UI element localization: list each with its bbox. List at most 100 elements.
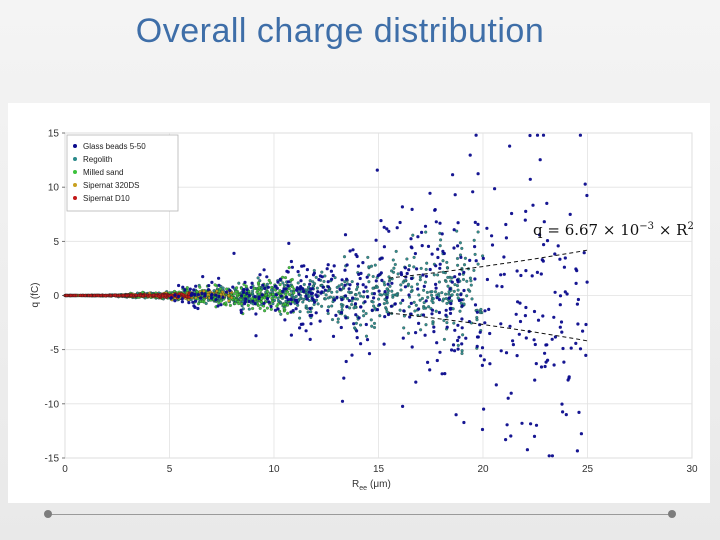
data-point — [453, 349, 457, 353]
data-point — [382, 342, 386, 346]
data-point — [375, 285, 379, 289]
data-point — [278, 289, 282, 293]
data-point — [433, 290, 438, 294]
data-point — [347, 299, 351, 303]
data-point — [435, 358, 439, 363]
data-point — [369, 318, 373, 322]
data-point — [298, 316, 302, 320]
data-point — [377, 297, 381, 301]
data-point — [350, 302, 354, 307]
data-point — [500, 285, 504, 289]
legend-entry-milled-sand: Milled sand — [73, 168, 123, 177]
data-point — [383, 297, 387, 301]
data-point — [234, 290, 238, 294]
data-point — [552, 315, 556, 319]
data-point — [270, 285, 274, 289]
data-point — [268, 293, 272, 297]
data-point — [313, 282, 317, 286]
data-point — [490, 243, 495, 247]
data-point — [299, 322, 303, 326]
fit-curve-lower — [388, 312, 588, 342]
x-axis-label: Ree (μm) — [352, 479, 391, 492]
data-point — [474, 133, 478, 137]
data-point — [417, 293, 421, 297]
data-point — [447, 296, 452, 300]
data-point — [446, 284, 450, 288]
data-point — [284, 292, 288, 296]
data-point — [177, 283, 181, 288]
data-point — [304, 329, 308, 333]
data-point — [550, 337, 554, 341]
data-point — [372, 325, 377, 330]
data-point — [317, 278, 321, 282]
data-point — [385, 227, 389, 231]
data-point — [287, 266, 291, 270]
data-point — [465, 294, 469, 298]
data-point — [194, 284, 198, 288]
data-point — [541, 133, 546, 137]
data-point — [232, 251, 236, 255]
data-point — [377, 289, 381, 293]
data-point — [563, 290, 567, 294]
x-tick-label: 15 — [373, 464, 385, 475]
data-point — [480, 346, 485, 350]
data-point — [476, 230, 480, 234]
data-point — [553, 252, 557, 256]
data-point — [242, 287, 246, 292]
data-point — [331, 273, 335, 278]
data-point — [315, 294, 319, 299]
data-point — [359, 342, 363, 346]
x-tick-label: 0 — [62, 464, 68, 475]
data-point — [412, 265, 416, 269]
data-point — [340, 305, 344, 309]
data-point — [235, 293, 239, 297]
data-point — [181, 285, 185, 289]
data-point — [561, 410, 565, 414]
data-point — [298, 287, 302, 291]
data-point — [340, 278, 344, 282]
data-point — [265, 306, 269, 310]
data-point — [195, 290, 199, 294]
legend-entry-glass-beads: Glass beads 5-50 — [73, 142, 146, 151]
data-point — [365, 289, 369, 293]
data-point — [355, 254, 359, 259]
data-point — [331, 334, 336, 338]
data-point — [340, 399, 345, 403]
data-point — [263, 286, 267, 291]
data-point — [446, 275, 450, 279]
data-point — [460, 326, 464, 330]
data-point — [506, 396, 510, 400]
data-point — [488, 331, 492, 336]
data-point — [482, 407, 486, 411]
y-tick-label: -5 — [50, 345, 59, 356]
data-point — [532, 309, 537, 314]
data-point — [299, 279, 303, 283]
data-point — [425, 290, 429, 294]
data-point — [423, 224, 428, 228]
data-point — [354, 293, 358, 297]
data-point — [89, 293, 93, 298]
data-point — [350, 280, 354, 284]
data-point — [262, 268, 266, 272]
data-point — [364, 334, 369, 338]
data-point — [528, 133, 532, 138]
data-point — [426, 360, 430, 364]
data-point — [502, 272, 506, 276]
data-point — [462, 263, 467, 267]
data-point — [278, 277, 282, 282]
data-point — [283, 276, 288, 280]
data-point — [532, 434, 537, 438]
data-point — [476, 262, 480, 266]
data-point — [380, 278, 384, 282]
data-point — [487, 307, 491, 311]
fit-equation: q = 6.67 × 10−3 × R2 — [533, 221, 694, 239]
data-point — [398, 308, 402, 312]
data-point — [398, 220, 402, 225]
data-point — [313, 300, 317, 304]
data-point — [289, 289, 293, 293]
data-point — [154, 294, 158, 298]
data-point — [528, 177, 532, 181]
data-point — [471, 190, 475, 194]
data-point — [99, 293, 103, 298]
data-point — [578, 347, 583, 351]
